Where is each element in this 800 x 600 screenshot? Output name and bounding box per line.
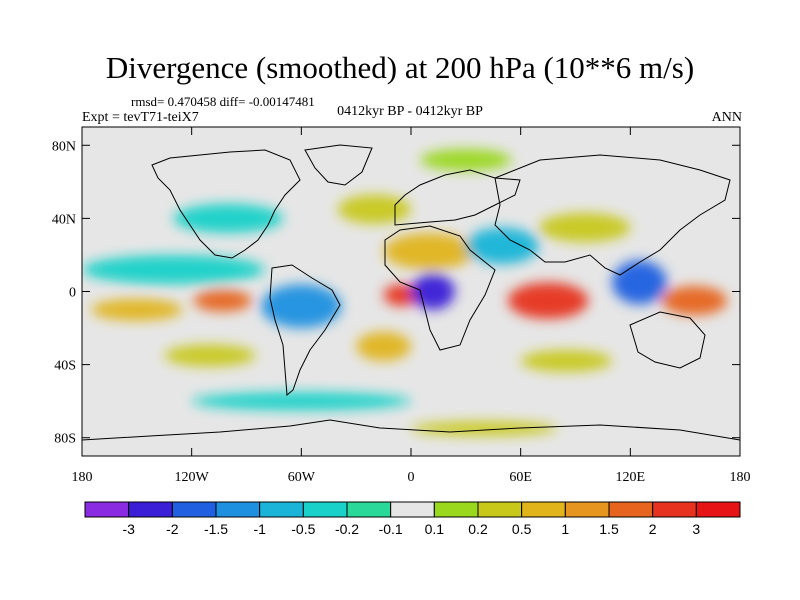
colorbar-swatch [84,501,130,518]
colorbar-swatch [390,501,435,518]
coastline-europe [394,169,521,226]
coastline-south-america [269,264,341,397]
field-region-south-atlantic-divergence [356,331,412,361]
lon-tick-label: 180 [730,470,751,485]
colorbar-swatch [652,501,697,518]
lon-tick-label: 0 [408,470,415,485]
field-region-southern-ocean-convergence [191,392,411,411]
coastlines [82,144,740,441]
colorbar-swatch [521,501,566,518]
field-region-antarctic-divergence [411,421,558,436]
colorbar-swatch [215,501,261,518]
coastline-africa [384,225,496,351]
colorbar-swatch [128,501,173,518]
lon-tick-label: 120E [616,470,646,485]
colorbar-label: -1.5 [204,521,228,537]
colorbar-label: 1.5 [599,521,619,537]
colorbar-label: -2 [166,521,179,537]
field-region-south-pacific-divergence [164,344,256,367]
colorbar-label: -0.1 [379,521,403,537]
field-region-pacific-convergence-west [91,298,183,321]
lat-tick-label: 80N [52,139,76,154]
colorbar-swatch [695,501,741,518]
colorbar-swatch [346,501,392,518]
period-label: 0412kyr BP - 0412kyr BP [337,104,483,119]
field-region-north-america-convergence [173,203,284,234]
colorbar-swatch [433,501,479,518]
season-label: ANN [711,110,742,125]
lon-tick-label: 60E [509,470,532,485]
coastline-north-america [151,149,301,259]
field-region-central-africa-convergence [411,273,455,310]
colorbar-labels: -3 -2 -1.5 -1 -0.5 -0.2 -0.1 0.1 0.2 0.5 1 1.5 2 3 [122,521,700,537]
coastline-australia [629,311,706,369]
map-title: Divergence (smoothed) at 200 hPa (10**6 … [105,50,695,85]
colorbar-label: 0.2 [468,521,488,537]
colorbar-label: -1 [253,521,266,537]
field-region-maritime-continent-convergence [612,260,667,305]
coastline-antarctica [82,419,740,441]
lon-tick-label: 180 [72,470,93,485]
experiment-label: Expt = tevT71-teiX7 [82,110,199,125]
lat-tick-label: 40S [54,359,76,374]
colorbar-swatch [477,501,523,518]
colorbar-swatch [171,501,217,518]
lon-tick-label: 120W [175,470,210,485]
colorbar-swatch [302,501,348,518]
colorbar-label: -0.5 [291,521,315,537]
colorbar-label: 3 [692,521,700,537]
field-region-africa-divergence-core [383,284,421,307]
colorbar-label: 1 [561,521,569,537]
axis-tick-labels: 80N 40N 0 40S 80S 180 120W 60W 0 60E 120E 180 [52,139,751,485]
colorbar-swatch [564,501,610,518]
field-region-arabia-convergence [465,227,539,265]
field-region-indian-ocean-south-divergence [520,349,613,372]
field-region-pacific-divergence-east [193,289,252,312]
lat-tick-label: 40N [52,212,76,227]
field-region-south-america-convergence [261,284,342,329]
colorbar-label: -3 [122,521,135,537]
colorbar-label: 0.5 [512,521,532,537]
field-region-arctic-divergence [420,148,512,171]
rmsd-stats: rmsd= 0.470458 diff= -0.00147481 [131,94,315,109]
colorbar-label: 0.1 [425,521,445,537]
colorbar-label: -0.2 [335,521,359,537]
lon-tick-label: 60W [288,470,316,485]
lat-tick-label: 0 [69,286,76,301]
colorbar-swatch [608,501,654,518]
field-region-north-atlantic-divergence [337,194,412,224]
colorbar-label: 2 [649,521,657,537]
axis-ticks [81,127,741,456]
lat-tick-label: 80S [54,432,76,447]
field-region-equatorial-belt-north-pacific [82,254,265,285]
coastline-greenland [304,144,373,186]
coastline-asia [494,154,731,276]
field-region-asia-divergence [538,212,631,243]
divergence-field [82,148,728,436]
field-region-indian-ocean-divergence [507,282,589,319]
colorbar-swatch [259,501,304,518]
field-region-north-africa-divergence [383,233,475,270]
field-region-west-pacific-divergence [661,286,728,316]
colorbar [84,501,741,518]
